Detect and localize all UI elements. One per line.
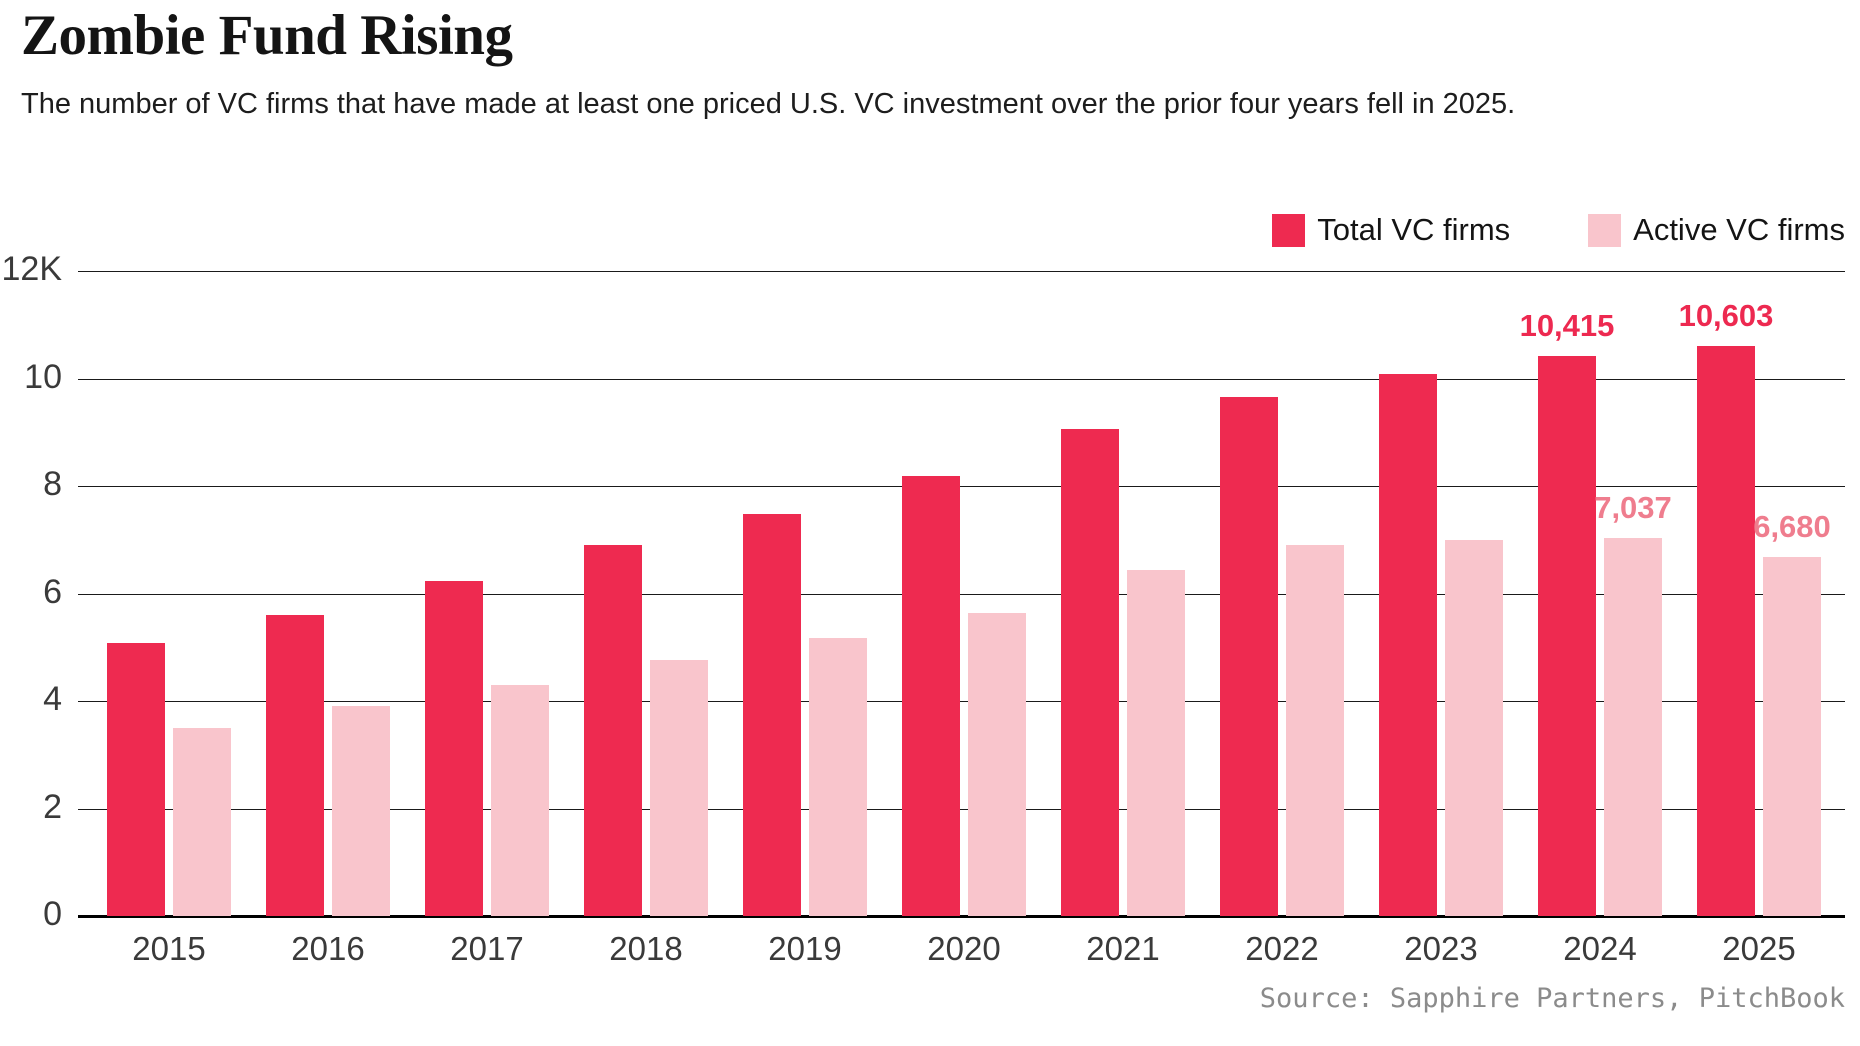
gridline-6 <box>78 593 1845 595</box>
legend-label-active: Active VC firms <box>1633 212 1845 247</box>
gridline-12K <box>78 271 1845 272</box>
source-note: Source: Sapphire Partners, PitchBook <box>1259 983 1845 1014</box>
x-axis-baseline <box>78 915 1845 918</box>
gridline-8 <box>78 486 1845 487</box>
x-tick-label-2019: 2019 <box>768 930 842 967</box>
chart-subtitle: The number of VC firms that have made at… <box>21 88 1516 120</box>
legend-label-total: Total VC firms <box>1317 212 1511 247</box>
legend-item-total: Total VC firms <box>1272 212 1510 248</box>
x-tick-label-2020: 2020 <box>927 930 1001 967</box>
bar-total-2022 <box>1220 397 1278 916</box>
bar-total-2025 <box>1697 346 1755 916</box>
legend-swatch-total-icon <box>1272 213 1306 247</box>
legend-item-active: Active VC firms <box>1588 212 1845 248</box>
chart-title: Zombie Fund Rising <box>21 4 513 67</box>
bar-total-2020 <box>902 476 960 916</box>
legend-swatch-active-icon <box>1588 213 1622 247</box>
y-tick-label-0: 0 <box>43 895 62 933</box>
bar-active-2020 <box>968 613 1026 916</box>
bar-active-2015 <box>173 728 231 916</box>
bar-active-2018 <box>650 660 708 916</box>
bar-total-2021 <box>1061 429 1119 916</box>
y-tick-label-10: 10 <box>24 357 62 396</box>
bar-total-2016 <box>266 615 324 916</box>
bar-total-2023 <box>1379 374 1437 916</box>
bar-active-2019 <box>809 638 867 916</box>
chart-legend: Total VC firms Active VC firms <box>1272 212 1845 248</box>
x-tick-label-2015: 2015 <box>132 930 206 967</box>
bar-total-2024 <box>1538 356 1596 916</box>
value-label-total-2025: 10,603 <box>1678 298 1774 333</box>
gridline-2 <box>78 808 1845 810</box>
bar-total-2019 <box>743 514 801 916</box>
bar-total-2017 <box>425 581 483 916</box>
x-tick-label-2025: 2025 <box>1722 930 1796 967</box>
y-tick-label-12K: 12K <box>1 250 63 288</box>
bar-active-2021 <box>1127 570 1185 916</box>
y-tick-label-8: 8 <box>43 465 62 503</box>
x-tick-label-2016: 2016 <box>291 930 365 967</box>
bar-active-2016 <box>332 706 390 916</box>
gridline-10 <box>78 378 1845 380</box>
bar-active-2017 <box>491 685 549 916</box>
bar-total-2018 <box>584 545 642 916</box>
x-tick-label-2024: 2024 <box>1563 930 1637 967</box>
x-tick-label-2018: 2018 <box>609 930 683 967</box>
bar-active-2022 <box>1286 545 1344 916</box>
x-tick-label-2023: 2023 <box>1404 930 1478 967</box>
y-tick-label-4: 4 <box>43 680 62 718</box>
x-tick-label-2017: 2017 <box>450 930 524 967</box>
value-label-active-2024: 7,037 <box>1594 490 1672 525</box>
y-tick-label-2: 2 <box>43 787 62 826</box>
bar-total-2015 <box>107 643 165 916</box>
bar-active-2024 <box>1604 538 1662 916</box>
value-label-active-2025: 6,680 <box>1753 509 1831 544</box>
x-tick-label-2022: 2022 <box>1245 930 1319 967</box>
x-tick-label-2021: 2021 <box>1086 930 1160 967</box>
y-tick-label-6: 6 <box>43 572 62 611</box>
gridline-4 <box>78 701 1845 702</box>
value-label-total-2024: 10,415 <box>1519 308 1615 343</box>
bar-active-2025 <box>1763 557 1821 916</box>
bar-active-2023 <box>1445 540 1503 916</box>
